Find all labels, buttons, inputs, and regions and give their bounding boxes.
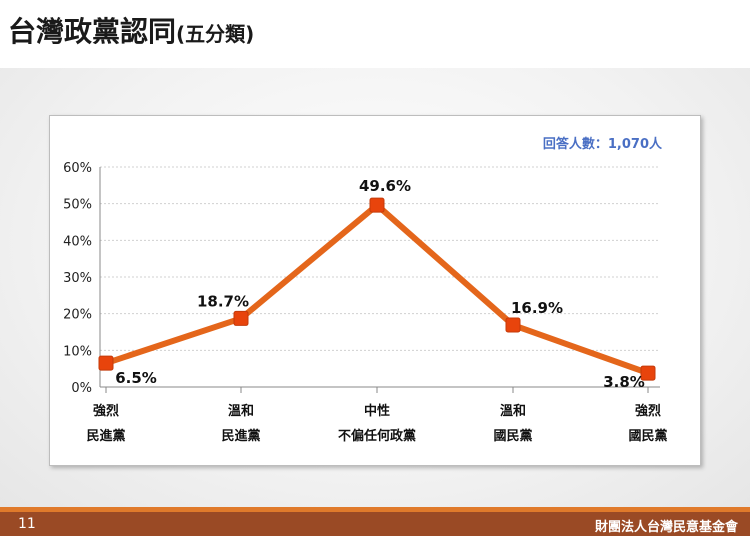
x-category-label: 強烈 <box>635 403 661 419</box>
data-label: 18.7% <box>197 292 249 310</box>
x-category-label: 國民黨 <box>628 428 667 444</box>
series-line <box>103 202 651 377</box>
y-tick-label: 50% <box>63 198 92 213</box>
y-tick-label: 10% <box>63 344 92 359</box>
y-tick-label: 60% <box>63 161 92 176</box>
x-category-label: 國民黨 <box>493 428 532 444</box>
respondent-count-note: 回答人數：1,070人 <box>543 136 663 152</box>
title-sub: (五分類) <box>176 22 255 46</box>
y-tick-label: 20% <box>63 308 92 323</box>
organization-name: 財團法人台灣民意基金會 <box>594 520 738 535</box>
x-category-label: 溫和 <box>500 403 526 419</box>
page-title: 台灣政黨認同(五分類) <box>8 10 254 50</box>
footer-bar <box>0 512 750 536</box>
data-point <box>98 355 114 371</box>
x-category-label: 民進黨 <box>86 428 125 444</box>
page-number: 11 <box>18 516 36 532</box>
y-tick-label: 30% <box>63 271 92 286</box>
x-category-label: 中性 <box>364 403 390 419</box>
footer-accent-line <box>0 507 750 512</box>
x-category-label: 強烈 <box>93 403 119 419</box>
chart-container <box>49 115 701 466</box>
data-point <box>369 197 385 213</box>
data-point <box>233 310 249 326</box>
data-label: 16.9% <box>511 299 563 317</box>
data-label: 3.8% <box>603 373 645 391</box>
y-tick-label: 40% <box>63 234 92 249</box>
title-main: 台灣政黨認同 <box>8 15 177 48</box>
data-point <box>640 365 656 381</box>
data-label: 49.6% <box>359 177 411 195</box>
x-category-label: 不偏任何政黨 <box>338 428 416 444</box>
x-category-label: 民進黨 <box>221 428 260 444</box>
data-point <box>505 317 521 333</box>
data-label: 6.5% <box>115 369 157 387</box>
x-category-label: 溫和 <box>228 403 254 419</box>
y-tick-label: 0% <box>71 381 92 396</box>
